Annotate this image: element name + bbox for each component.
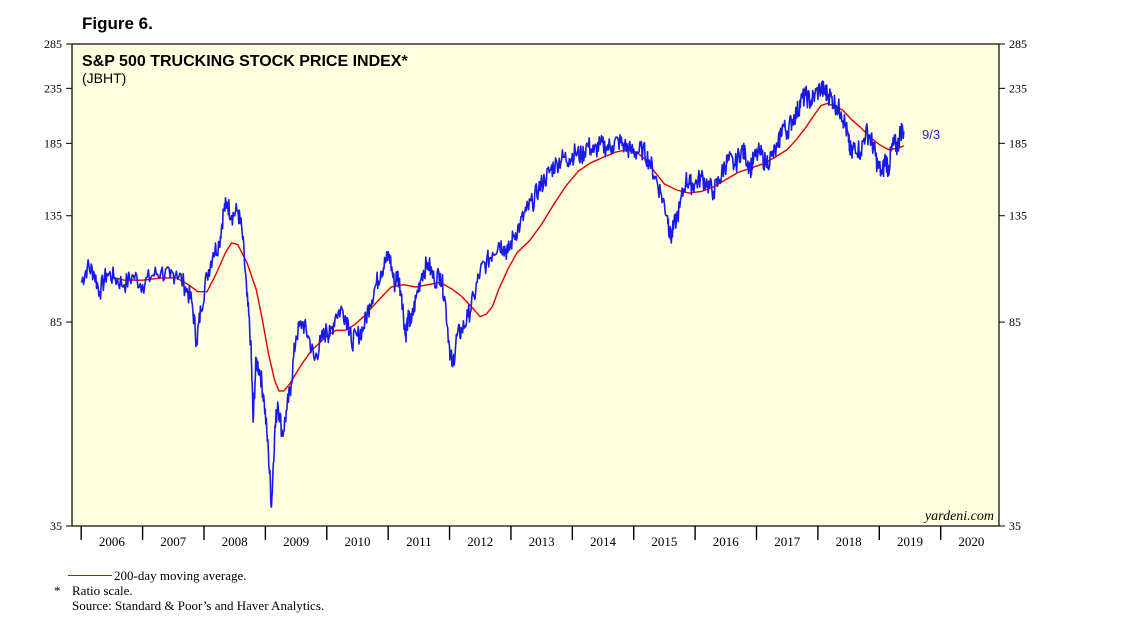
- y-tick-label-right: 285: [1009, 37, 1027, 51]
- y-tick-label-left: 285: [44, 37, 62, 51]
- x-tick-label: 2020: [958, 534, 984, 549]
- x-tick-label: 2015: [651, 534, 677, 549]
- y-tick-label-left: 85: [50, 315, 62, 329]
- y-tick-label-right: 185: [1009, 136, 1027, 150]
- x-tick-label: 2008: [222, 534, 248, 549]
- y-tick-label-left: 235: [44, 81, 62, 95]
- legend-line-swatch: [68, 575, 112, 576]
- y-axis-left: 35 85 135 185 235 285: [44, 37, 72, 533]
- ratio-scale-text: Ratio scale.: [72, 583, 133, 598]
- x-tick-label: 2007: [160, 534, 187, 549]
- x-tick-label: 2019: [897, 534, 923, 549]
- y-tick-label-right: 135: [1009, 209, 1027, 223]
- x-tick-label: 2010: [344, 534, 370, 549]
- end-date-annotation: 9/3: [922, 127, 940, 142]
- x-tick-label: 2018: [836, 534, 862, 549]
- y-tick-label-right: 85: [1009, 315, 1021, 329]
- x-tick-label: 2013: [529, 534, 555, 549]
- x-tick-label: 2009: [283, 534, 309, 549]
- x-tick-label: 2012: [467, 534, 493, 549]
- price-index-line: [80, 80, 905, 508]
- legend-label: 200-day moving average.: [114, 568, 247, 583]
- x-tick-label: 2011: [406, 534, 432, 549]
- x-tick-label: 2016: [713, 534, 740, 549]
- figure-label: Figure 6.: [82, 14, 153, 33]
- asterisk: *: [54, 583, 61, 598]
- watermark: yardeni.com: [923, 509, 994, 524]
- y-axis-right: 35 85 135 185 235 285: [999, 37, 1027, 533]
- x-tick-label: 2017: [774, 534, 801, 549]
- chart-subtitle: (JBHT): [82, 70, 126, 86]
- chart-title: S&P 500 TRUCKING STOCK PRICE INDEX*: [82, 53, 408, 70]
- x-tick-label: 2006: [99, 534, 126, 549]
- moving-average-line: [114, 102, 905, 392]
- y-tick-label-right: 235: [1009, 81, 1027, 95]
- x-tick-label: 2014: [590, 534, 617, 549]
- y-tick-label-left: 35: [50, 519, 62, 533]
- y-tick-label-left: 135: [44, 209, 62, 223]
- y-tick-label-left: 185: [44, 136, 62, 150]
- source-text: Source: Standard & Poor’s and Haver Anal…: [72, 598, 325, 613]
- x-axis: 2006 2007 2008 2009 2010 2011 2012 2013 2014 2015…: [80, 526, 984, 549]
- y-tick-label-right: 35: [1009, 519, 1021, 533]
